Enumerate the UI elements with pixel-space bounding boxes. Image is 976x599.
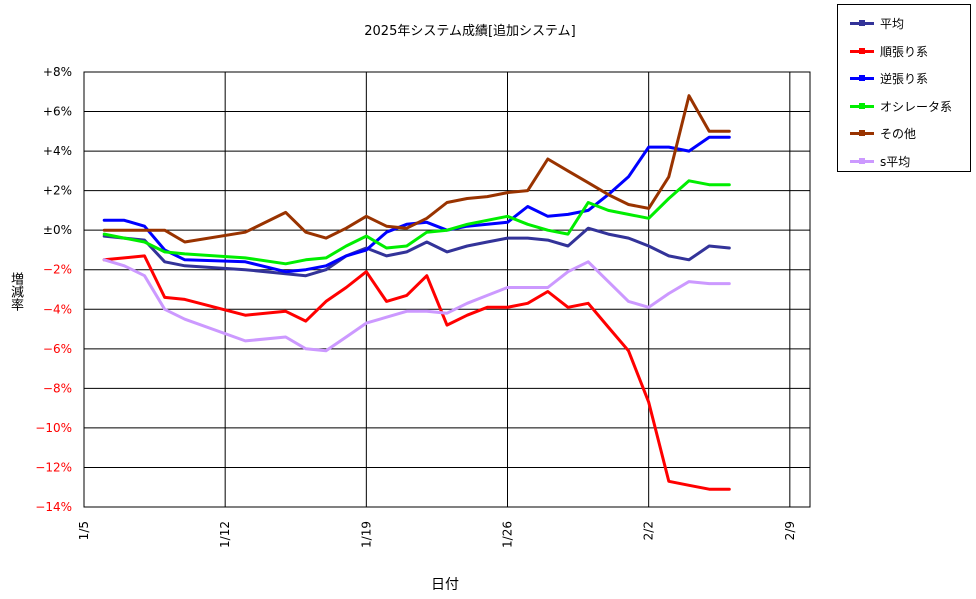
legend-swatch <box>850 47 874 54</box>
y-tick-label: −12% <box>35 460 72 474</box>
series-line <box>102 179 731 266</box>
plot-area <box>83 71 811 508</box>
y-tick-label: −10% <box>35 421 72 435</box>
legend-item: 逆張り系 <box>850 68 928 88</box>
y-tick-label: −4% <box>43 302 72 316</box>
legend-item: オシレータ系 <box>850 96 952 116</box>
y-tick-label: ±0% <box>43 223 72 237</box>
y-tick-label: −2% <box>43 263 72 277</box>
series-line <box>102 258 731 353</box>
legend-label: 逆張り系 <box>880 71 929 86</box>
legend-swatch <box>850 102 874 109</box>
legend-swatch <box>850 157 874 164</box>
series-line <box>102 94 731 244</box>
legend-label: オシレータ系 <box>880 99 953 114</box>
series-line <box>102 254 731 491</box>
y-tick-label: +6% <box>43 105 72 119</box>
y-axis-label: 増減率 <box>8 272 23 311</box>
x-axis-label: 日付 <box>431 577 459 593</box>
x-tick-label: 1/19 <box>359 521 373 548</box>
x-tick-label: 1/12 <box>218 521 232 548</box>
chart-title: 2025年システム成績[追加システム] <box>364 24 576 39</box>
y-tick-label: −8% <box>43 381 72 395</box>
y-tick-label: +4% <box>43 144 72 158</box>
x-tick-label: 2/9 <box>783 521 797 540</box>
legend-label: s平均 <box>880 154 911 169</box>
y-tick-label: +2% <box>43 184 72 198</box>
x-tick-label: 2/2 <box>642 521 656 540</box>
legend-item: 順張り系 <box>850 41 928 61</box>
legend-item: s平均 <box>850 151 910 171</box>
x-tick-label: 1/26 <box>501 521 515 548</box>
legend-label: その他 <box>880 126 917 141</box>
legend-label: 平均 <box>880 16 905 31</box>
y-tick-label: −6% <box>43 342 72 356</box>
x-tick-label: 1/5 <box>77 521 91 540</box>
legend-swatch <box>850 74 874 81</box>
legend-swatch <box>850 129 874 136</box>
legend-item: 平均 <box>850 13 904 33</box>
legend: 平均 順張り系 逆張り系 オシレータ系 その他 s平均 <box>837 4 971 172</box>
legend-swatch <box>850 19 874 26</box>
legend-label: 順張り系 <box>880 44 929 59</box>
legend-item: その他 <box>850 123 916 143</box>
y-tick-label: −14% <box>35 500 72 514</box>
series-line <box>102 226 731 278</box>
y-tick-label: +8% <box>43 65 72 79</box>
